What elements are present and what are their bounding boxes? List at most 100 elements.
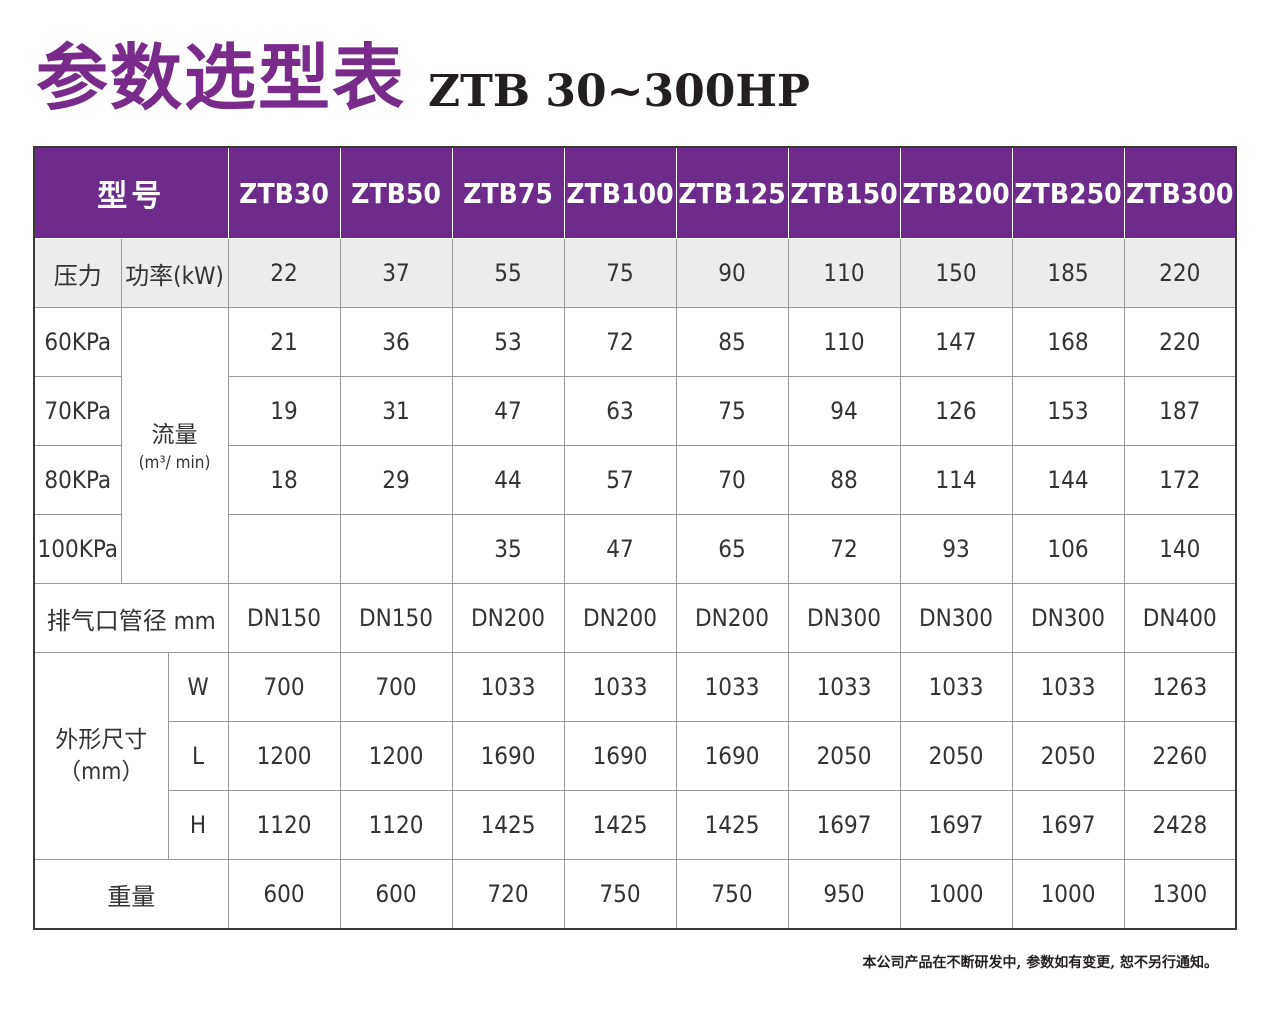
- model-name: ZTB125: [675, 146, 789, 239]
- value-cell: 110: [787, 238, 901, 308]
- value-cell: 187: [1123, 376, 1237, 446]
- exhaust-row: 排气口管径 mm DN150 DN150 DN200 DN200 DN200 DN300 DN…: [33, 583, 1237, 653]
- value-cell: 1200: [339, 721, 453, 791]
- value-cell: 1263: [1123, 652, 1237, 722]
- value-cell: 220: [1123, 307, 1237, 377]
- pressure-value: 100KPa: [33, 514, 122, 584]
- value-cell: 21: [227, 307, 341, 377]
- value-cell: 106: [1011, 514, 1125, 584]
- value-cell: 172: [1123, 445, 1237, 515]
- value-cell: 1033: [899, 652, 1013, 722]
- value-cell: DN150: [339, 583, 453, 653]
- value-cell: 1425: [563, 790, 677, 860]
- value-cell: 53: [451, 307, 565, 377]
- value-cell: 2428: [1123, 790, 1237, 860]
- value-cell: [339, 514, 453, 584]
- dimension-axis: H: [167, 790, 229, 860]
- value-cell: 44: [451, 445, 565, 515]
- spec-table-body: 型号 ZTB30 ZTB50 ZTB75 ZTB100 ZTB125 ZTB150 ZTB20…: [33, 146, 1237, 930]
- model-name: ZTB150: [787, 146, 901, 239]
- value-cell: 147: [899, 307, 1013, 377]
- value-cell: 57: [563, 445, 677, 515]
- value-cell: DN300: [1011, 583, 1125, 653]
- value-cell: 72: [787, 514, 901, 584]
- value-cell: 31: [339, 376, 453, 446]
- value-cell: 114: [899, 445, 1013, 515]
- model-range-title: ZTB 30~300HP: [428, 66, 810, 117]
- value-cell: DN150: [227, 583, 341, 653]
- model-name: ZTB100: [563, 146, 677, 239]
- flow-unit: (m³/ min): [138, 452, 211, 473]
- pressure-value: 60KPa: [33, 307, 122, 377]
- value-cell: 2260: [1123, 721, 1237, 791]
- model-name: ZTB250: [1011, 146, 1125, 239]
- flow-label-cell: 流量 (m³/ min): [120, 307, 229, 584]
- dimension-unit: （mm）: [58, 759, 145, 785]
- value-cell: 2050: [787, 721, 901, 791]
- model-name: ZTB30: [227, 146, 341, 239]
- value-cell: 72: [563, 307, 677, 377]
- value-cell: 1697: [787, 790, 901, 860]
- value-cell: 70: [675, 445, 789, 515]
- value-cell: 1425: [675, 790, 789, 860]
- value-cell: DN400: [1123, 583, 1237, 653]
- value-cell: 75: [675, 376, 789, 446]
- model-name: ZTB50: [339, 146, 453, 239]
- pressure-label: 压力: [33, 238, 122, 308]
- value-cell: 35: [451, 514, 565, 584]
- spec-table: 型号 ZTB30 ZTB50 ZTB75 ZTB100 ZTB125 ZTB150 ZTB20…: [33, 146, 1238, 930]
- value-cell: 93: [899, 514, 1013, 584]
- power-row: 压力 功率(kW) 22 37 55 75 90 110 150 185 220: [33, 238, 1237, 308]
- value-cell: 1425: [451, 790, 565, 860]
- value-cell: 1697: [899, 790, 1013, 860]
- flow-row: 80KPa 18 29 44 57 70 88 114 144 172: [33, 445, 1237, 515]
- weight-row: 重量 600 600 720 750 750 950 1000 1000 1300: [33, 859, 1237, 930]
- value-cell: 1000: [1011, 859, 1125, 930]
- pressure-value: 70KPa: [33, 376, 122, 446]
- value-cell: 18: [227, 445, 341, 515]
- value-cell: 700: [227, 652, 341, 722]
- value-cell: DN200: [451, 583, 565, 653]
- value-cell: 700: [339, 652, 453, 722]
- weight-label: 重量: [33, 859, 229, 930]
- dimension-label-cell: 外形尺寸 （mm）: [33, 652, 169, 860]
- value-cell: 168: [1011, 307, 1125, 377]
- value-cell: 1200: [227, 721, 341, 791]
- header-row: 型号 ZTB30 ZTB50 ZTB75 ZTB100 ZTB125 ZTB150 ZTB20…: [33, 146, 1237, 239]
- value-cell: 90: [675, 238, 789, 308]
- value-cell: 22: [227, 238, 341, 308]
- value-cell: 600: [339, 859, 453, 930]
- value-cell: 1300: [1123, 859, 1237, 930]
- value-cell: 750: [675, 859, 789, 930]
- value-cell: 2050: [1011, 721, 1125, 791]
- model-name: ZTB75: [451, 146, 565, 239]
- value-cell: 47: [451, 376, 565, 446]
- value-cell: 950: [787, 859, 901, 930]
- exhaust-label: 排气口管径 mm: [33, 583, 229, 653]
- value-cell: 750: [563, 859, 677, 930]
- value-cell: 1690: [675, 721, 789, 791]
- value-cell: DN200: [675, 583, 789, 653]
- flow-label: 流量: [151, 421, 198, 448]
- value-cell: 1033: [451, 652, 565, 722]
- value-cell: 600: [227, 859, 341, 930]
- page-title: 参数选型表: [36, 36, 407, 120]
- power-label: 功率(kW): [120, 238, 229, 308]
- value-cell: 1697: [1011, 790, 1125, 860]
- value-cell: 36: [339, 307, 453, 377]
- model-name: ZTB200: [899, 146, 1013, 239]
- value-cell: 153: [1011, 376, 1125, 446]
- value-cell: 185: [1011, 238, 1125, 308]
- value-cell: 1033: [675, 652, 789, 722]
- value-cell: 37: [339, 238, 453, 308]
- value-cell: 55: [451, 238, 565, 308]
- flow-row: 100KPa 35 47 65 72 93 106 140: [33, 514, 1237, 584]
- value-cell: 2050: [899, 721, 1013, 791]
- dimension-label: 外形尺寸: [55, 727, 148, 753]
- dimension-row: L 1200 1200 1690 1690 1690 2050 2050 2050 2260: [34, 721, 1237, 791]
- value-cell: [227, 514, 341, 584]
- value-cell: 1033: [563, 652, 677, 722]
- value-cell: 110: [787, 307, 901, 377]
- value-cell: 75: [563, 238, 677, 308]
- value-cell: 29: [339, 445, 453, 515]
